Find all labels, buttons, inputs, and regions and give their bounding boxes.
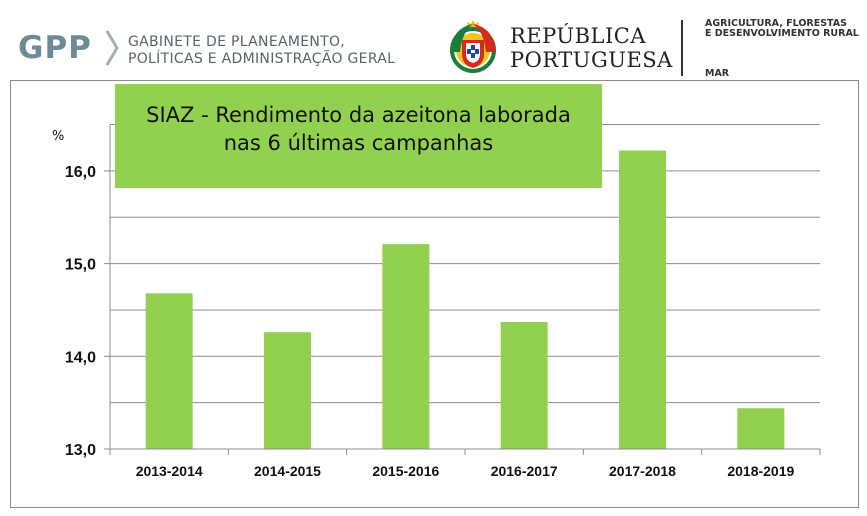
- republica-line1: REPÚBLICA: [510, 24, 647, 48]
- bar: [382, 244, 430, 449]
- gpp-name-line2: POLÍTICAS E ADMINISTRAÇÃO GERAL: [128, 51, 396, 67]
- bar: [145, 293, 193, 449]
- x-tick-label: 2013-2014: [136, 463, 203, 479]
- ministry-line3: MAR: [705, 68, 730, 79]
- gpp-agency-name: GABINETE DE PLANEAMENTO, POLÍTICAS E ADM…: [128, 34, 395, 68]
- bar-series: [145, 150, 785, 450]
- chart-frame: [10, 80, 859, 508]
- republica-line2: PORTUGUESA: [510, 48, 673, 72]
- republica-portuguesa-wordmark: REPÚBLICA PORTUGUESA: [510, 24, 673, 72]
- bar: [500, 322, 548, 449]
- bar: [264, 332, 311, 449]
- bar: [737, 408, 785, 449]
- x-tick-label: 2016-2017: [491, 463, 558, 479]
- page-header: GPP GABINETE DE PLANEAMENTO, POLÍTICAS E…: [0, 0, 867, 80]
- ministry-name: AGRICULTURA, FLORESTAS E DESENVOLVIMENTO…: [705, 19, 859, 39]
- x-tick-labels: 2013-2014 2014-2015 2015-2016 2016-2017 2017…: [136, 463, 795, 479]
- y-tick-labels: 13,0 14,0 15,0 16,0: [65, 164, 96, 459]
- axes: [104, 124, 821, 455]
- x-tick-label: 2015-2016: [372, 463, 439, 479]
- y-tick-label: 14,0: [65, 349, 96, 366]
- ministry-line2: E DESENVOLVIMENTO RURAL: [705, 28, 859, 39]
- bar: [619, 150, 666, 450]
- chevron-right-icon: [105, 30, 119, 66]
- gpp-name-line1: GABINETE DE PLANEAMENTO,: [128, 34, 346, 50]
- x-tick-label: 2014-2015: [254, 463, 321, 479]
- x-tick-label: 2017-2018: [609, 463, 676, 479]
- chart-title-line1: SIAZ - Rendimento da azeitona laborada: [146, 103, 571, 127]
- y-tick-label: 15,0: [65, 257, 96, 274]
- y-tick-label: 16,0: [65, 164, 96, 181]
- header-divider: [681, 20, 683, 76]
- chart-title-line2: nas 6 últimas campanhas: [223, 131, 494, 155]
- chart-title-box: SIAZ - Rendimento da azeitona laborada n…: [115, 84, 602, 188]
- ministry-line1: AGRICULTURA, FLORESTAS: [705, 18, 847, 29]
- y-tick-label: 13,0: [65, 442, 96, 459]
- coat-of-arms-icon: [450, 20, 496, 73]
- gpp-logo: GPP: [18, 30, 92, 66]
- y-axis-label: %: [52, 129, 64, 144]
- x-tick-label: 2018-2019: [727, 463, 794, 479]
